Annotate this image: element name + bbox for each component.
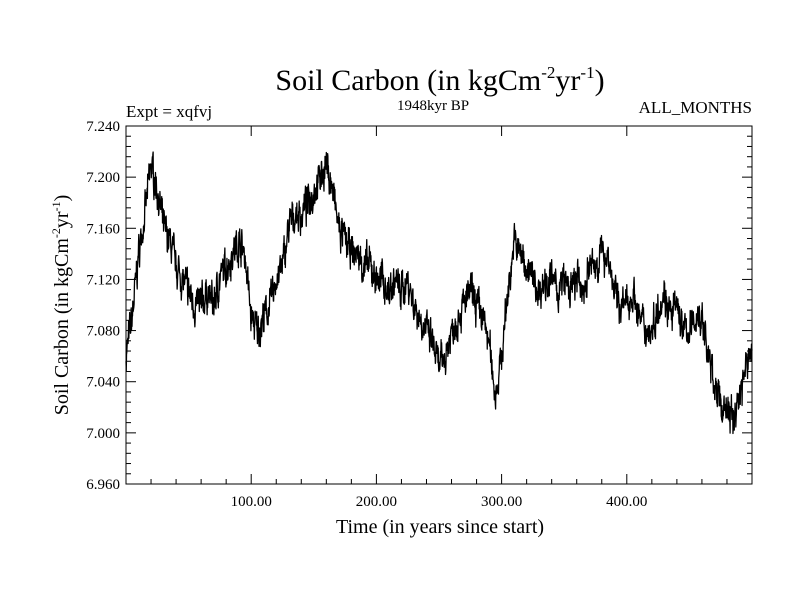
x-tick-label: 200.00 xyxy=(356,494,397,510)
y-tick-label: 7.040 xyxy=(86,375,120,391)
y-tick-label: 7.160 xyxy=(86,221,120,237)
experiment-label: Expt = xqfvj xyxy=(126,102,212,121)
y-axis-label: Soil Carbon (in kgCm-2yr-1) xyxy=(49,195,73,416)
months-label: ALL_MONTHS xyxy=(639,98,752,117)
x-axis-ticks: 100.00 200.00 300.00 400.00 xyxy=(150,126,728,510)
y-tick-label: 7.200 xyxy=(86,170,120,186)
x-tick-label: 400.00 xyxy=(606,494,647,510)
chart-title: Soil Carbon (in kgCm-2yr-1) xyxy=(275,63,604,97)
x-tick-label: 300.00 xyxy=(481,494,522,510)
y-axis-ticks: 6.960 7.000 7.040 7.080 7.120 7.160 7.200 7.240 xyxy=(86,119,752,493)
y-tick-label: 6.960 xyxy=(86,477,120,493)
y-tick-label: 7.080 xyxy=(86,324,120,340)
y-tick-label: 7.240 xyxy=(86,119,120,135)
series-layer xyxy=(125,151,753,435)
plot-frame xyxy=(125,125,753,485)
x-tick-label: 100.00 xyxy=(231,494,272,510)
chart-subtitle: 1948kyr BP xyxy=(397,98,469,114)
soil-carbon-series-line xyxy=(125,151,753,435)
x-axis-label: Time (in years since start) xyxy=(336,516,544,538)
y-tick-label: 7.120 xyxy=(86,272,120,288)
y-tick-label: 7.000 xyxy=(86,426,120,442)
